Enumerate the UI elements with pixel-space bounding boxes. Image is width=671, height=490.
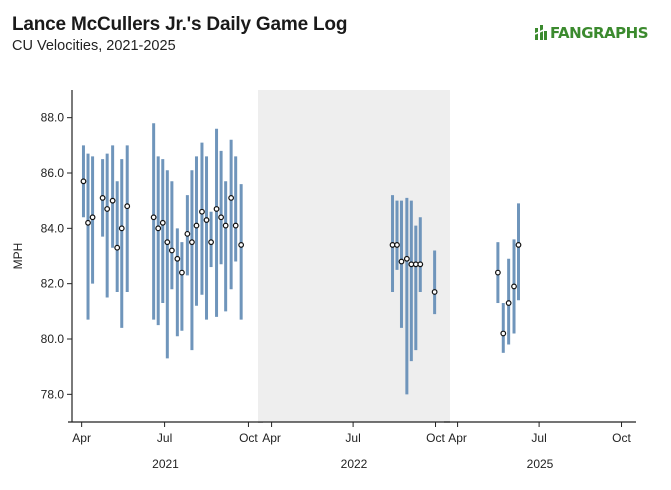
x-year-label: 2025 [527, 457, 554, 471]
avg-velocity-point [218, 214, 224, 221]
avg-velocity-point [189, 239, 195, 246]
avg-velocity-point [228, 194, 235, 201]
avg-velocity-point [179, 269, 185, 276]
panel-2021: Apr Jul Oct 2021 [68, 123, 263, 471]
page-title: Lance McCullers Jr.'s Daily Game Log [12, 14, 348, 35]
avg-velocity-point [80, 178, 87, 185]
logo-text: FANGRAPHS [550, 24, 649, 42]
avg-velocity-point [417, 261, 424, 268]
y-axis-label: MPH [11, 243, 25, 270]
x-tick-label: Jul [157, 431, 172, 445]
panel-shading [258, 90, 450, 422]
avg-velocity-point [114, 244, 121, 251]
avg-velocity-point [394, 242, 400, 248]
avg-velocity-point [124, 203, 131, 210]
x-tick-label: Apr [72, 431, 91, 445]
x-tick-label: Apr [262, 431, 281, 445]
avg-velocity-point [155, 225, 162, 232]
avg-velocity-point [150, 214, 157, 221]
avg-velocity-point [213, 206, 220, 212]
avg-velocity-point [515, 242, 522, 248]
y-axis: 78.0 80.0 82.0 84.0 86.0 88.0 MPH [11, 90, 73, 422]
x-tick-label: Apr [448, 431, 467, 445]
x-year-label: 2022 [341, 457, 368, 471]
x-tick-label: Oct [239, 431, 258, 445]
avg-velocity-point [232, 222, 239, 229]
avg-velocity-point [118, 225, 125, 232]
avg-velocity-point [174, 255, 181, 262]
avg-velocity-point [184, 230, 191, 237]
avg-velocity-point [104, 206, 111, 212]
avg-velocity-point [109, 197, 116, 204]
avg-velocity-point [208, 239, 214, 246]
avg-velocity-point [164, 239, 171, 246]
panel-2025: Apr Jul Oct 2025 [444, 203, 636, 471]
avg-velocity-point [431, 289, 438, 295]
avg-velocity-point [494, 269, 501, 276]
avg-velocity-point [203, 217, 210, 223]
avg-velocity-point [511, 283, 517, 290]
avg-velocity-point [168, 247, 175, 254]
x-tick-label: Jul [345, 431, 360, 445]
avg-velocity-point [222, 222, 229, 229]
page-subtitle: CU Velocities, 2021-2025 [12, 38, 176, 54]
y-tick-label: 82.0 [41, 277, 65, 291]
y-tick-label: 86.0 [41, 166, 65, 180]
x-tick-label: Oct [612, 431, 631, 445]
avg-velocity-point [398, 258, 405, 265]
y-tick-label: 84.0 [41, 221, 65, 235]
avg-velocity-point [500, 330, 507, 337]
panel-2022: Apr Jul Oct 2022 [258, 90, 450, 471]
avg-velocity-point [403, 255, 410, 262]
y-tick-label: 88.0 [41, 111, 65, 125]
avg-velocity-point [159, 219, 166, 226]
avg-velocity-point [505, 300, 512, 306]
x-tick-label: Jul [531, 431, 546, 445]
avg-velocity-point [238, 242, 245, 248]
fangraphs-logo-icon [534, 25, 547, 40]
avg-velocity-point [85, 219, 91, 226]
avg-velocity-point [89, 214, 96, 221]
fangraphs-logo[interactable]: FANGRAPHS [534, 24, 649, 42]
avg-velocity-point [99, 194, 106, 201]
avg-velocity-point [193, 222, 200, 229]
x-year-label: 2021 [152, 457, 179, 471]
y-tick-label: 80.0 [41, 332, 65, 346]
avg-velocity-point [199, 208, 205, 215]
y-tick-label: 78.0 [41, 387, 65, 401]
x-tick-label: Oct [426, 431, 445, 445]
